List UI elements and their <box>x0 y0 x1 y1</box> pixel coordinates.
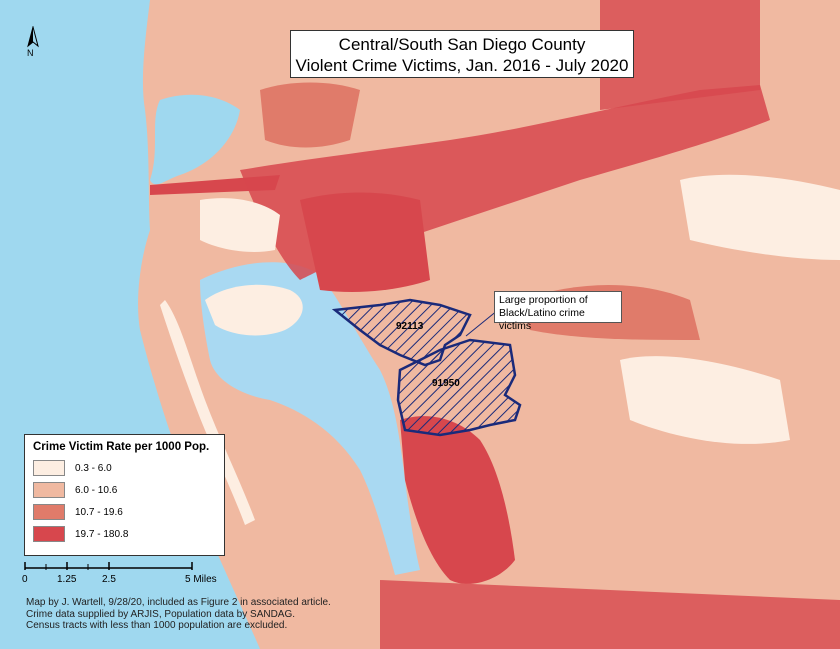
north-label: N <box>27 48 34 58</box>
title-line-2: Violent Crime Victims, Jan. 2016 - July … <box>295 56 629 75</box>
mission-bay <box>150 94 240 185</box>
high-rate-north <box>600 0 760 110</box>
legend-title: Crime Victim Rate per 1000 Pop. <box>33 441 210 453</box>
callout-line-1: Large proportion of <box>499 294 588 306</box>
legend-item: 19.7 - 180.8 <box>33 523 216 545</box>
scale-label-2: 2.5 <box>102 574 116 585</box>
legend-swatch <box>33 504 65 520</box>
callout-box: Large proportion of Black/Latino crime v… <box>494 291 622 332</box>
legend-item: 6.0 - 10.6 <box>33 479 216 501</box>
legend-label: 6.0 - 10.6 <box>75 484 118 496</box>
legend-swatch <box>33 482 65 498</box>
credit-line: Census tracts with less than 1000 popula… <box>26 620 288 631</box>
legend-item: 10.7 - 19.6 <box>33 501 216 523</box>
legend-label: 10.7 - 19.6 <box>75 506 123 518</box>
legend-label: 19.7 - 180.8 <box>75 528 129 540</box>
legend-label: 0.3 - 6.0 <box>75 462 112 474</box>
low-rate-east <box>620 356 790 444</box>
scale-label-1: 1.25 <box>57 574 77 585</box>
zip-label-91950: 91950 <box>432 378 460 389</box>
scale-label-3: 5 Miles <box>185 574 217 585</box>
zip-91950-area <box>396 338 522 437</box>
map-title: Central/South San Diego County Violent C… <box>290 30 634 78</box>
callout-leader <box>465 309 499 337</box>
legend-swatch <box>33 460 65 476</box>
high-rate-south <box>400 416 515 584</box>
low-rate-point-loma <box>200 198 280 252</box>
title-line-1: Central/South San Diego County <box>338 35 586 54</box>
credit-line: Crime data supplied by ARJIS, Population… <box>26 608 296 620</box>
coronado <box>205 284 303 336</box>
silver-strand <box>160 300 255 525</box>
legend-item: 0.3 - 6.0 <box>33 457 216 479</box>
high-rate-central <box>300 192 430 292</box>
low-rate-northeast <box>680 174 840 260</box>
zip-label-92113: 92113 <box>396 321 424 332</box>
map-credits: Map by J. Wartell, 9/28/20, included as … <box>26 597 331 632</box>
north-arrow-icon <box>22 26 44 60</box>
credit-line: Map by J. Wartell, 9/28/20, included as … <box>26 597 331 608</box>
scale-label-0: 0 <box>22 574 28 585</box>
legend-swatch <box>33 526 65 542</box>
scale-bar-graphic <box>24 562 193 570</box>
zip-92113-area <box>331 298 472 367</box>
legend: Crime Victim Rate per 1000 Pop. 0.3 - 6.… <box>24 434 225 556</box>
high-rate-border <box>380 580 840 649</box>
scale-bar: 0 1.25 2.5 5 Miles <box>20 562 220 586</box>
callout-line-2: Black/Latino crime victims <box>499 307 585 332</box>
mid-rate-north <box>260 82 360 148</box>
san-diego-bay <box>200 262 420 575</box>
